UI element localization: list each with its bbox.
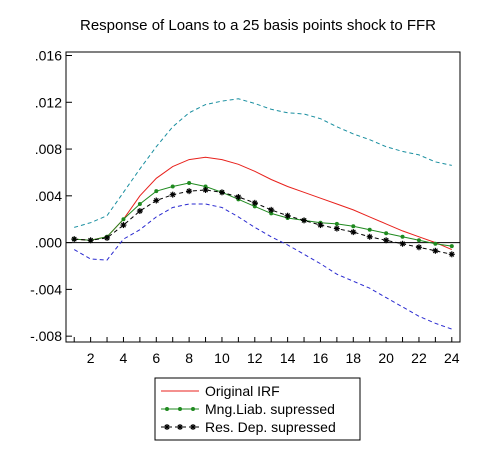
series-1-point <box>433 241 438 246</box>
x-tick-label: 6 <box>152 350 160 366</box>
legend-marker-2 <box>164 424 170 430</box>
series-1-point <box>367 227 372 232</box>
series-2-point <box>218 189 225 196</box>
series-1-point <box>170 184 175 189</box>
series-line-3 <box>74 98 452 228</box>
series-2-point <box>350 229 357 236</box>
series-2-point <box>448 251 455 258</box>
legend-label-1: Mng.Liab. supressed <box>205 401 335 417</box>
x-tick-label: 2 <box>87 350 95 366</box>
series-2-point <box>366 233 373 240</box>
legend-label-0: Original IRF <box>205 383 280 399</box>
series-2-point <box>104 234 111 241</box>
series-2-point <box>71 236 78 243</box>
series-1-point <box>154 189 159 194</box>
series-2-point <box>432 247 439 254</box>
x-tick-label: 4 <box>120 350 128 366</box>
y-tick-label: -.004 <box>30 281 62 297</box>
x-tick-label: 20 <box>378 350 394 366</box>
legend-marker-1 <box>178 407 182 411</box>
series-2-point <box>235 194 242 200</box>
series-2-point <box>120 222 127 229</box>
series-2-point <box>317 222 324 229</box>
series-line-2 <box>74 189 452 255</box>
series-1-point <box>334 221 339 226</box>
x-tick-label: 24 <box>444 350 460 366</box>
series-line-0 <box>74 156 452 251</box>
x-tick-label: 8 <box>185 350 193 366</box>
series-2-point <box>301 217 308 224</box>
legend-marker-2 <box>190 424 196 430</box>
y-tick-label: .016 <box>35 48 62 64</box>
x-tick-label: 22 <box>411 350 427 366</box>
series-1-point <box>203 184 208 189</box>
series-2-point <box>284 212 291 219</box>
series-2-point <box>399 240 406 247</box>
series-2-point <box>415 244 422 251</box>
series-1-point <box>137 202 142 207</box>
y-tick-label: .004 <box>35 188 62 204</box>
series-1-point <box>416 238 421 243</box>
series-2-point <box>186 188 193 195</box>
series-line-1 <box>74 182 452 247</box>
x-tick-label: 18 <box>346 350 362 366</box>
y-tick-label: .008 <box>35 141 62 157</box>
series-1-point <box>121 217 126 222</box>
x-tick-label: 16 <box>313 350 329 366</box>
series-1-point <box>400 234 405 239</box>
series-1-point <box>252 204 257 209</box>
legend-label-2: Res. Dep. supressed <box>205 419 336 435</box>
series-1-point <box>449 244 454 249</box>
legend-marker-1 <box>191 407 195 411</box>
legend: Original IRF Mng.Liab. supressed Res. Dep.… <box>154 377 361 441</box>
plot-frame <box>65 51 461 343</box>
series-2-point <box>268 206 275 213</box>
x-tick-label: 12 <box>247 350 263 366</box>
series-2-point <box>251 199 258 206</box>
y-tick-label: .000 <box>35 235 62 251</box>
series-2-point <box>169 191 176 198</box>
chart-title: Response of Loans to a 25 basis points s… <box>80 17 436 34</box>
series-2-point <box>202 186 209 193</box>
series-1-point <box>269 211 274 216</box>
series-2-point <box>87 237 94 244</box>
series-line-4 <box>73 203 452 330</box>
y-tick-label: -.008 <box>30 328 62 344</box>
series-1-point <box>384 231 389 236</box>
legend-marker-1 <box>165 407 169 411</box>
legend-marker-2 <box>177 424 183 430</box>
series-2-point <box>333 225 340 232</box>
x-tick-label: 14 <box>280 350 296 366</box>
x-tick-label: 10 <box>214 350 230 366</box>
series-1-point <box>351 224 356 229</box>
y-tick-label: .012 <box>35 94 62 110</box>
series-2-point <box>136 208 143 215</box>
series-1-point <box>187 180 192 185</box>
series-2-point <box>153 197 160 204</box>
series-2-point <box>383 237 390 244</box>
